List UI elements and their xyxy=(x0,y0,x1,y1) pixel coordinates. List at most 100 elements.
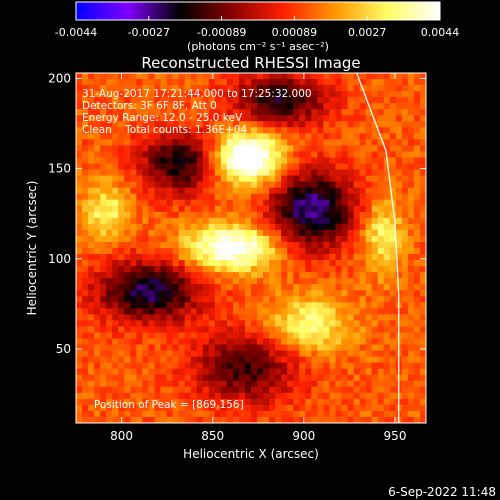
heatmap-cell xyxy=(419,416,426,423)
heatmap-cell xyxy=(371,320,379,327)
heatmap-cell xyxy=(299,374,306,382)
heatmap-cell xyxy=(407,85,415,92)
heatmap-cell xyxy=(238,181,246,189)
heatmap-cell xyxy=(148,85,155,92)
heatmap-cell xyxy=(371,181,379,189)
heatmap-cell xyxy=(208,374,216,382)
heatmap-cell xyxy=(208,121,216,128)
heatmap-cell xyxy=(196,127,204,134)
heatmap-cell xyxy=(100,85,107,92)
heatmap-cell xyxy=(166,320,173,327)
x-axis-label: Heliocentric X (arcsec) xyxy=(183,447,319,461)
heatmap-cell xyxy=(329,374,336,382)
heatmap-cell xyxy=(124,145,131,152)
heatmap-cell xyxy=(377,241,385,249)
heatmap-cell xyxy=(238,127,246,134)
heatmap-cell xyxy=(160,223,167,231)
heatmap-cell xyxy=(251,344,258,351)
heatmap-cell xyxy=(136,380,143,388)
heatmap-cell xyxy=(251,386,258,394)
footer-date: 6-Sep-2022 11:48 xyxy=(388,485,496,499)
heatmap-cell xyxy=(335,145,342,152)
heatmap-cell xyxy=(220,217,228,225)
heatmap-cell xyxy=(124,368,131,376)
heatmap-cell xyxy=(106,157,113,164)
heatmap-cell xyxy=(160,103,167,110)
heatmap-cell xyxy=(263,260,270,267)
heatmap-cell xyxy=(82,398,89,406)
heatmap-cell xyxy=(172,109,179,116)
heatmap-cell xyxy=(214,145,222,152)
heatmap-cell xyxy=(196,103,204,110)
heatmap-cell xyxy=(172,326,179,333)
heatmap-cell xyxy=(413,223,421,231)
heatmap-cell xyxy=(190,145,198,152)
heatmap-cell xyxy=(106,248,113,255)
heatmap-cell xyxy=(395,248,403,255)
heatmap-cell xyxy=(269,175,276,183)
heatmap-cell xyxy=(293,157,300,164)
heatmap-cell xyxy=(353,121,361,128)
heatmap-cell xyxy=(190,338,198,345)
heatmap-cell xyxy=(136,254,143,261)
heatmap-cell xyxy=(202,338,210,345)
heatmap-cell xyxy=(299,241,306,249)
heatmap-cell xyxy=(112,398,119,406)
heatmap-cell xyxy=(244,398,252,406)
heatmap-cell xyxy=(281,416,288,423)
heatmap-cell xyxy=(160,205,167,213)
heatmap-cell xyxy=(299,139,306,146)
heatmap-cell xyxy=(377,344,385,351)
heatmap-cell xyxy=(269,181,276,189)
heatmap-cell xyxy=(148,374,155,382)
heatmap-cell xyxy=(160,368,167,376)
heatmap-cell xyxy=(287,199,294,207)
heatmap-cell xyxy=(335,133,342,140)
heatmap-cell xyxy=(226,121,234,128)
heatmap-cell xyxy=(232,73,240,80)
heatmap-cell xyxy=(401,151,409,158)
heatmap-cell xyxy=(82,380,89,388)
heatmap-cell xyxy=(377,404,385,412)
heatmap-cell xyxy=(395,73,403,80)
heatmap-cell xyxy=(257,187,264,195)
heatmap-cell xyxy=(118,260,125,267)
heatmap-cell xyxy=(389,157,397,164)
heatmap-cell xyxy=(124,338,131,345)
heatmap-cell xyxy=(82,241,89,249)
heatmap-cell xyxy=(371,290,379,297)
heatmap-cell xyxy=(184,308,192,315)
heatmap-cell xyxy=(118,356,125,364)
heatmap-cell xyxy=(371,79,379,86)
heatmap-cell xyxy=(341,278,348,285)
heatmap-cell xyxy=(323,211,330,219)
heatmap-cell xyxy=(275,115,282,122)
heatmap-cell xyxy=(293,320,300,327)
heatmap-cell xyxy=(172,416,179,423)
heatmap-cell xyxy=(160,187,167,195)
heatmap-cell xyxy=(142,109,149,116)
heatmap-cell xyxy=(124,284,131,291)
heatmap-cell xyxy=(371,133,379,140)
heatmap-cell xyxy=(154,356,161,364)
heatmap-cell xyxy=(88,266,95,273)
heatmap-cell xyxy=(154,416,161,423)
heatmap-cell xyxy=(172,302,179,309)
heatmap-cell xyxy=(419,326,426,333)
heatmap-cell xyxy=(383,374,391,382)
heatmap-cell xyxy=(395,145,403,152)
heatmap-cell xyxy=(269,193,276,201)
heatmap-cell xyxy=(100,79,107,86)
heatmap-cell xyxy=(341,272,348,279)
heatmap-cell xyxy=(413,175,421,183)
heatmap-cell xyxy=(317,235,324,243)
heatmap-cell xyxy=(94,266,101,273)
heatmap-cell xyxy=(190,404,198,412)
heatmap-cell xyxy=(226,272,234,279)
heatmap-cell xyxy=(359,91,367,98)
heatmap-cell xyxy=(281,79,288,86)
heatmap-cell xyxy=(251,350,258,358)
heatmap-cell xyxy=(196,211,204,219)
heatmap-cell xyxy=(281,157,288,164)
heatmap-cell xyxy=(154,73,161,80)
